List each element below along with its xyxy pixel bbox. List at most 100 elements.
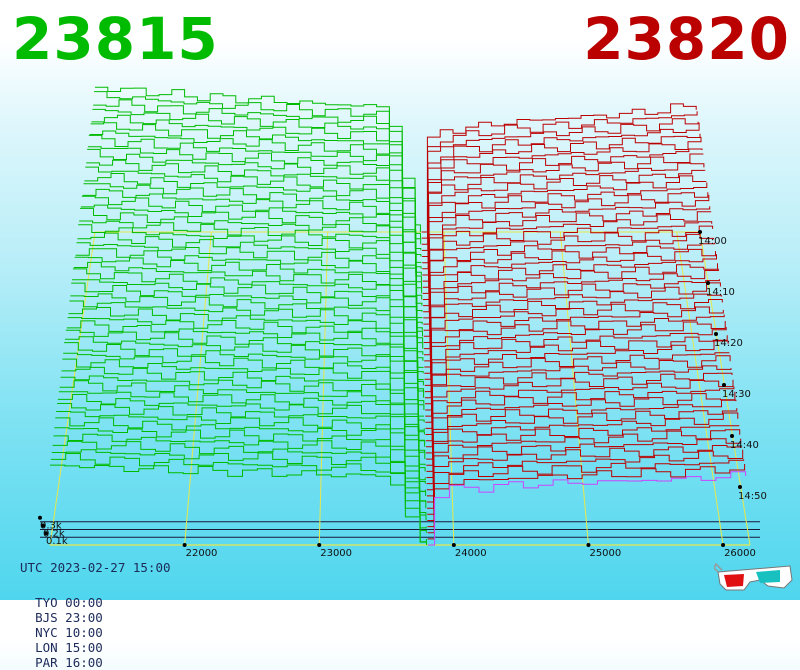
ask-price: 23820: [583, 5, 790, 73]
time-tick-label: 14:30: [722, 389, 751, 400]
ask-depth-line: [423, 242, 716, 350]
ask-depth-line: [423, 221, 713, 331]
ask-depth-line: [426, 379, 734, 466]
price-grid-line: [318, 231, 329, 546]
volume-tick-label: 0.1k: [46, 536, 68, 547]
ask-depth-line: [422, 122, 700, 251]
timezone-par: PAR 16:00: [35, 655, 103, 670]
left-edge: [49, 231, 96, 546]
utc-timestamp: UTC 2023-02-27 15:00: [20, 560, 171, 575]
bid-depth-line: [52, 440, 427, 529]
bid-depth-line: [59, 380, 426, 481]
bid-depth-line: [69, 300, 425, 410]
ask-depth-line: [425, 352, 730, 442]
ask-depth-line: [426, 372, 733, 460]
time-tick-dot: [698, 230, 702, 234]
bid-depth-line: [51, 449, 427, 533]
bid-depth-line: [73, 261, 424, 380]
bid-depth-line: [61, 366, 426, 466]
bid-depth-line: [80, 207, 423, 337]
bid-depth-line: [62, 358, 426, 460]
ask-depth-line: [426, 399, 737, 485]
price-tick-label: 26000: [724, 548, 756, 559]
ask-depth-line: [427, 449, 744, 528]
time-tick-label: 14:00: [698, 236, 727, 247]
bid-depth-line: [81, 195, 423, 325]
bid-depth-line: [53, 433, 427, 521]
ask-depth-line: [425, 327, 727, 423]
bid-depth-line: [70, 293, 425, 404]
bid-depth-line: [77, 232, 424, 355]
bid-depth-line: [95, 86, 421, 232]
timezone-tyo: TYO 00:00: [35, 595, 103, 610]
timezone-bjs: BJS 23:00: [35, 610, 103, 625]
bid-price: 23815: [12, 5, 219, 73]
price-tick-label: 23000: [320, 548, 352, 559]
bid-depth-line: [65, 329, 425, 435]
price-tick-label: 25000: [589, 548, 621, 559]
ask-depth-line: [421, 118, 699, 245]
price-tick-dot: [317, 543, 322, 547]
time-tick-label: 14:10: [706, 287, 735, 298]
ask-depth-line: [423, 194, 710, 313]
3d-glasses-icon[interactable]: [714, 560, 794, 594]
bid-depth-line: [50, 453, 427, 543]
ask-depth-line: [422, 182, 708, 300]
bid-depth-line: [90, 122, 422, 263]
ask-depth-line: [424, 268, 719, 374]
price-tick-dot: [182, 543, 187, 547]
price-tick-label: 24000: [455, 548, 487, 559]
bid-depth-line: [55, 417, 427, 509]
bid-depth-line: [86, 159, 423, 294]
ask-depth-line: [426, 412, 739, 497]
volume-tick-dot: [41, 523, 45, 528]
ask-depth-line: [427, 471, 747, 546]
ask-depth-line: [424, 254, 717, 362]
bid-depth-line: [87, 146, 422, 282]
ask-depth-line: [422, 133, 701, 257]
price-tick-label: 22000: [186, 548, 218, 559]
bid-depth-line: [76, 242, 424, 361]
ask-depth-line: [427, 459, 745, 534]
bid-depth-line: [56, 411, 427, 502]
ask-depth-line: [426, 365, 732, 454]
timezone-lon: LON 15:00: [35, 640, 103, 655]
price-grid-line: [559, 231, 589, 546]
time-tick-label: 14:50: [738, 491, 767, 502]
bid-depth-line: [50, 464, 427, 545]
price-tick-dot: [451, 543, 456, 547]
time-tick-dot: [714, 332, 718, 336]
bid-depth-line: [92, 108, 422, 251]
bid-depth-line: [89, 130, 422, 269]
ask-depth-line: [424, 299, 723, 399]
ask-depth-line: [423, 211, 712, 325]
bid-depth-line: [57, 394, 426, 492]
bid-depth-line: [93, 99, 422, 245]
bid-depth-line: [74, 256, 424, 374]
ask-depth-line: [422, 169, 706, 288]
bid-depth-line: [79, 220, 424, 343]
bid-depth-line: [57, 403, 427, 496]
ask-depth-line: [425, 314, 725, 411]
ask-depth-line: [424, 263, 718, 368]
ask-depth-line: [423, 206, 711, 319]
bid-depth-line: [54, 427, 427, 515]
ask-depth-line: [425, 321, 726, 417]
time-tick-dot: [706, 281, 710, 285]
ask-depth-line: [422, 148, 703, 270]
ask-depth-line: [423, 225, 714, 337]
bid-depth-line: [94, 91, 421, 239]
bid-depth-line: [80, 204, 423, 331]
volume-tick-dot: [38, 515, 42, 520]
bid-depth-line: [58, 391, 426, 484]
time-tick-dot: [722, 383, 726, 387]
ask-depth-line: [426, 391, 736, 478]
ask-depth-line: [421, 111, 698, 239]
ask-depth-line: [426, 408, 738, 491]
price-grid-line: [676, 231, 724, 546]
volume-tick-label: 0.2k: [43, 528, 65, 539]
volume-tick-label: 0.3k: [40, 521, 62, 532]
ask-depth-line: [427, 438, 742, 515]
ask-depth-line: [426, 386, 735, 472]
ask-depth-line: [425, 355, 731, 448]
